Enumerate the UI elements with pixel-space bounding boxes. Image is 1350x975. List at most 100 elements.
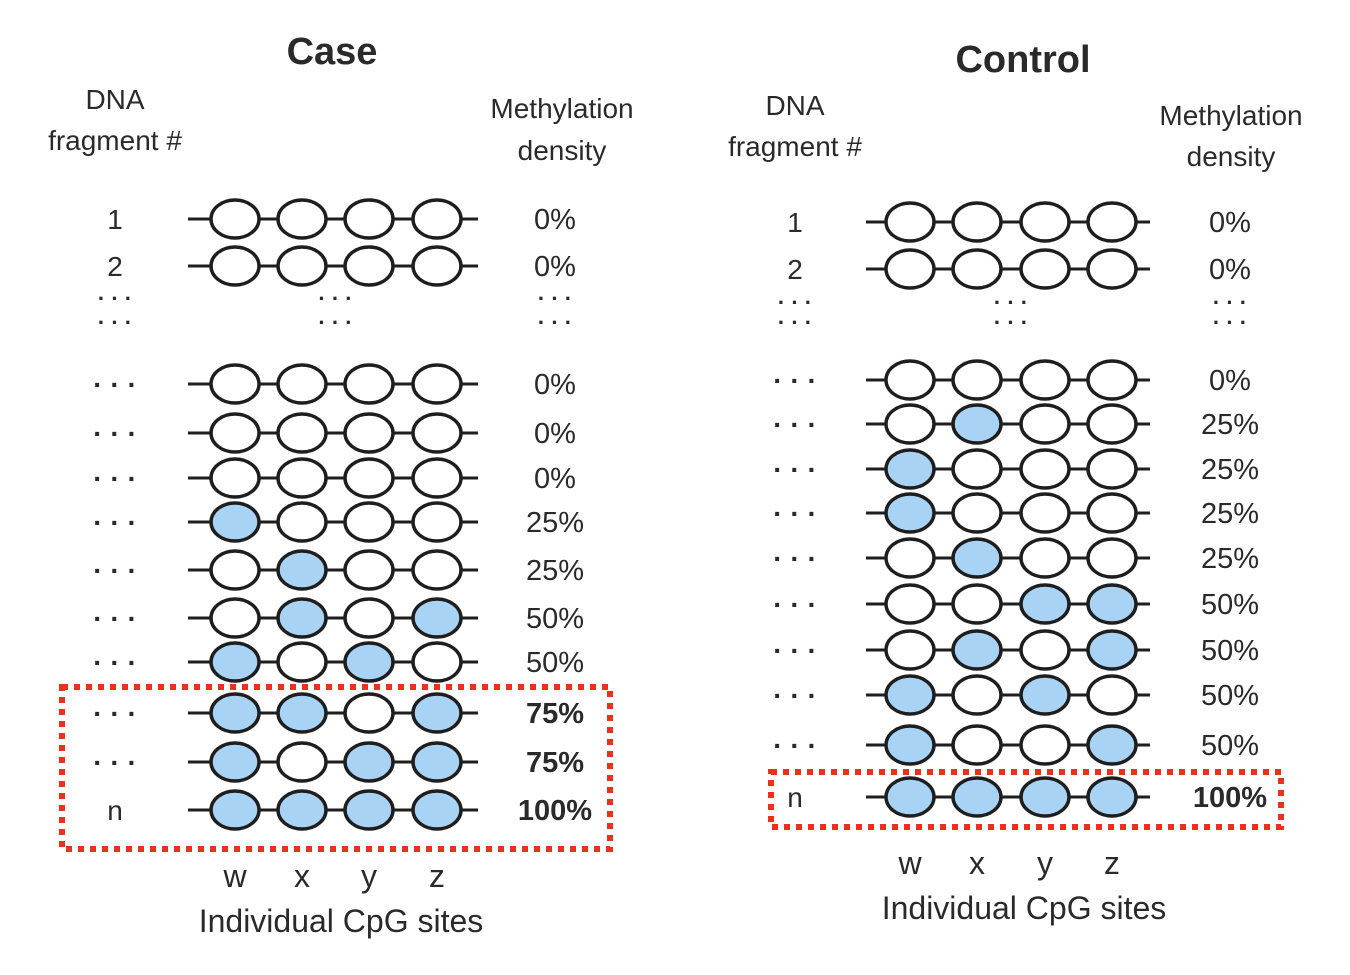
unmethylated-cpg-site bbox=[411, 198, 463, 240]
case-site-label-y: y bbox=[361, 858, 377, 894]
unmethylated-cpg-site bbox=[411, 412, 463, 454]
unmethylated-cpg-site bbox=[951, 201, 1003, 243]
case-fragment-row: · · · 0% bbox=[93, 412, 576, 454]
unmethylated-cpg-site bbox=[276, 412, 328, 454]
methylated-cpg-site bbox=[276, 549, 328, 591]
control-fragment-label: 1 bbox=[787, 207, 803, 238]
unmethylated-cpg-site bbox=[1019, 492, 1071, 534]
control-methylation-density: 25% bbox=[1201, 409, 1259, 441]
control-methylation-density: 50% bbox=[1201, 589, 1259, 621]
case-fragment-label: · · · bbox=[93, 603, 137, 634]
control-fragment-label: n bbox=[787, 782, 803, 813]
unmethylated-cpg-site bbox=[884, 359, 936, 401]
case-methylation-density: 0% bbox=[534, 204, 576, 236]
methylated-cpg-site bbox=[209, 741, 261, 783]
case-ellipsis-label: · · · bbox=[98, 286, 132, 311]
methylated-cpg-site bbox=[1086, 629, 1138, 671]
case-highlight-box bbox=[59, 684, 613, 852]
unmethylated-cpg-site bbox=[276, 363, 328, 405]
control-methylation-density: 50% bbox=[1201, 635, 1259, 667]
unmethylated-cpg-site bbox=[884, 403, 936, 445]
methylated-cpg-site bbox=[411, 789, 463, 831]
case-fragment-label: · · · bbox=[93, 463, 137, 494]
unmethylated-cpg-site bbox=[343, 198, 395, 240]
unmethylated-cpg-site bbox=[276, 641, 328, 683]
unmethylated-cpg-site bbox=[1086, 448, 1138, 490]
case-fragment-label: · · · bbox=[93, 418, 137, 449]
methylated-cpg-site bbox=[951, 537, 1003, 579]
control-fragment-label: · · · bbox=[773, 454, 817, 485]
unmethylated-cpg-site bbox=[209, 363, 261, 405]
control-fragment-row: · · · 25% bbox=[773, 403, 1259, 445]
case-ellipsis-sites: · · · bbox=[318, 286, 352, 311]
methylated-cpg-site bbox=[343, 789, 395, 831]
case-site-label-w: w bbox=[222, 858, 247, 894]
unmethylated-cpg-site bbox=[276, 501, 328, 543]
unmethylated-cpg-site bbox=[1019, 537, 1071, 579]
unmethylated-cpg-site bbox=[1019, 629, 1071, 671]
control-fragment-row: 2 0% bbox=[787, 248, 1251, 290]
control-fragment-row: 1 0% bbox=[787, 201, 1251, 243]
unmethylated-cpg-site bbox=[276, 245, 328, 287]
control-fragment-label: · · · bbox=[773, 589, 817, 620]
methylated-cpg-site bbox=[951, 776, 1003, 818]
control-methylation-density: 100% bbox=[1193, 782, 1267, 814]
methylated-cpg-site bbox=[276, 789, 328, 831]
unmethylated-cpg-site bbox=[276, 198, 328, 240]
control-fragment-label: · · · bbox=[773, 730, 817, 761]
methylated-cpg-site bbox=[209, 501, 261, 543]
control-ellipsis-sites: · · · bbox=[994, 310, 1028, 335]
methylated-cpg-site bbox=[343, 741, 395, 783]
unmethylated-cpg-site bbox=[884, 629, 936, 671]
methylated-cpg-site bbox=[411, 692, 463, 734]
control-fragment-row: · · · 50% bbox=[773, 724, 1259, 766]
unmethylated-cpg-site bbox=[1086, 492, 1138, 534]
unmethylated-cpg-site bbox=[1019, 201, 1071, 243]
case-fragment-label: · · · bbox=[93, 747, 137, 778]
methylated-cpg-site bbox=[884, 492, 936, 534]
case-fragment-label: · · · bbox=[93, 698, 137, 729]
case-fragment-label: 1 bbox=[107, 204, 123, 235]
control-fragment-row: · · · 50% bbox=[773, 629, 1259, 671]
control-density-header: density bbox=[1187, 141, 1276, 172]
control-fragment-label: · · · bbox=[773, 409, 817, 440]
case-fragment-row: · · · 0% bbox=[93, 457, 576, 499]
control-title: Control bbox=[955, 39, 1090, 81]
control-methylation-density: 0% bbox=[1209, 365, 1251, 397]
control-fragment-label: 2 bbox=[787, 254, 803, 285]
control-methylation-density: 0% bbox=[1209, 254, 1251, 286]
control-ellipsis-density: · · · bbox=[1213, 310, 1247, 335]
methylated-cpg-site bbox=[276, 692, 328, 734]
control-highlight-box bbox=[768, 769, 1284, 830]
unmethylated-cpg-site bbox=[209, 198, 261, 240]
unmethylated-cpg-site bbox=[343, 597, 395, 639]
unmethylated-cpg-site bbox=[343, 457, 395, 499]
unmethylated-cpg-site bbox=[884, 583, 936, 625]
case-methylation-density: 25% bbox=[526, 507, 584, 539]
control-site-label-z: z bbox=[1104, 845, 1120, 881]
methylated-cpg-site bbox=[209, 641, 261, 683]
unmethylated-cpg-site bbox=[209, 412, 261, 454]
case-fragment-row: · · · 50% bbox=[93, 641, 584, 683]
unmethylated-cpg-site bbox=[411, 501, 463, 543]
methylated-cpg-site bbox=[1086, 724, 1138, 766]
control-methylation-density: 25% bbox=[1201, 454, 1259, 486]
unmethylated-cpg-site bbox=[411, 245, 463, 287]
unmethylated-cpg-site bbox=[951, 359, 1003, 401]
case-methylation-density: 50% bbox=[526, 603, 584, 635]
case-fragment-row: 1 0% bbox=[107, 198, 576, 240]
case-fragment-row: 2 0% bbox=[107, 245, 576, 287]
unmethylated-cpg-site bbox=[884, 248, 936, 290]
methylated-cpg-site bbox=[884, 674, 936, 716]
unmethylated-cpg-site bbox=[1086, 403, 1138, 445]
unmethylated-cpg-site bbox=[1019, 359, 1071, 401]
control-fragment-label: · · · bbox=[773, 635, 817, 666]
control-methylation-density: 50% bbox=[1201, 730, 1259, 762]
unmethylated-cpg-site bbox=[276, 457, 328, 499]
unmethylated-cpg-site bbox=[884, 537, 936, 579]
control-site-label-w: w bbox=[897, 845, 922, 881]
control-fragment-label: · · · bbox=[773, 543, 817, 574]
methylated-cpg-site bbox=[1019, 776, 1071, 818]
case-ellipsis-density: · · · bbox=[538, 310, 572, 335]
unmethylated-cpg-site bbox=[951, 492, 1003, 534]
